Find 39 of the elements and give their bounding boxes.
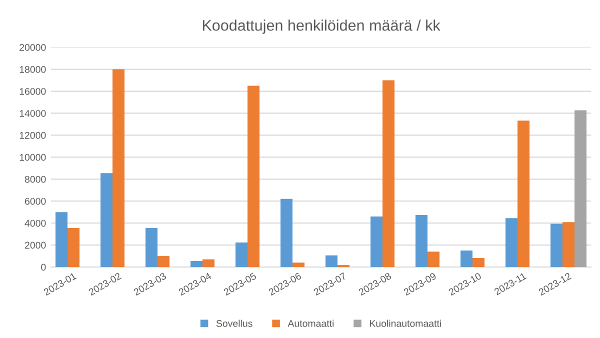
bar — [248, 86, 260, 268]
bar — [292, 262, 304, 268]
chart-title: Koodattujen henkilöiden määrä / kk — [202, 20, 440, 34]
bar — [112, 69, 124, 268]
bar — [550, 224, 562, 268]
bar — [158, 256, 170, 268]
y-tick-label: 20000 — [20, 44, 46, 51]
bar — [146, 228, 158, 268]
y-tick-label: 14000 — [20, 110, 46, 117]
legend-label: Automaatti — [288, 320, 334, 327]
bar — [280, 198, 292, 268]
bar — [506, 218, 518, 268]
legend-label: Sovellus — [216, 320, 252, 327]
bar — [416, 215, 428, 268]
bar — [56, 212, 68, 268]
bar — [326, 255, 338, 268]
legend-label: Kuolinautomaatti — [370, 320, 441, 327]
y-tick-label: 18000 — [20, 66, 46, 73]
bar — [574, 110, 586, 268]
bar — [518, 120, 530, 268]
bar — [382, 80, 394, 268]
bar — [562, 222, 574, 268]
y-tick-label: 10000 — [20, 154, 46, 161]
bar — [68, 228, 80, 268]
y-tick-label: 4000 — [24, 220, 46, 227]
bar — [190, 260, 202, 268]
bar — [202, 259, 214, 268]
y-tick-label: 0 — [41, 264, 46, 271]
bar — [370, 216, 382, 268]
y-tick-label: 6000 — [25, 198, 46, 205]
bar — [100, 173, 112, 268]
y-tick-label: 8000 — [24, 176, 46, 183]
y-tick-label: 2000 — [25, 242, 46, 249]
bar — [460, 250, 472, 268]
bar — [236, 242, 248, 268]
y-tick-label: 16000 — [20, 88, 46, 95]
bar — [472, 258, 484, 268]
y-tick-label: 12000 — [20, 132, 46, 139]
bar — [428, 252, 440, 268]
